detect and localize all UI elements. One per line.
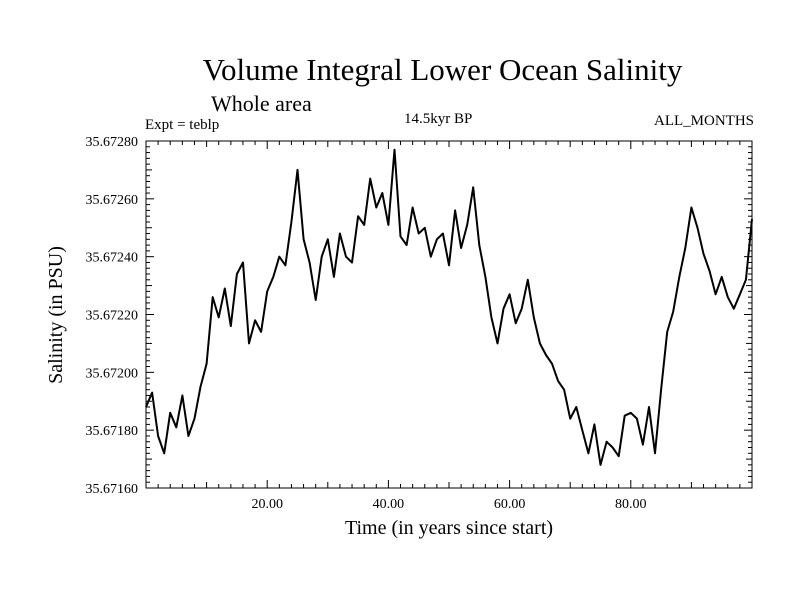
experiment-label: Expt = teblp <box>145 117 220 133</box>
y-tick-label: 35.67180 <box>86 424 139 439</box>
axis-tick-labels: 20.00 40.00 60.00 80.00 35.67160 35.67180 35.6… <box>86 135 647 512</box>
x-tick-label: 60.00 <box>494 497 526 512</box>
chart-subtitle: Whole area <box>211 91 312 116</box>
plot-frame <box>145 140 753 489</box>
period-label: 14.5kyr BP <box>404 111 473 127</box>
x-tick-label: 40.00 <box>373 497 405 512</box>
y-axis-label: Salinity (in PSU) <box>45 246 67 384</box>
axis-ticks <box>146 141 752 488</box>
x-tick-label: 20.00 <box>251 497 283 512</box>
chart-title: Volume Integral Lower Ocean Salinity <box>202 52 683 87</box>
y-tick-label: 35.67220 <box>86 309 139 324</box>
y-tick-label: 35.67260 <box>86 193 139 208</box>
salinity-series-line <box>145 148 753 466</box>
x-tick-label: 80.00 <box>615 497 647 512</box>
y-tick-label: 35.67280 <box>86 135 139 150</box>
x-axis-label: Time (in years since start) <box>345 517 553 539</box>
y-tick-label: 35.67200 <box>86 366 139 381</box>
months-label: ALL_MONTHS <box>654 113 754 129</box>
y-tick-label: 35.67240 <box>86 251 139 266</box>
y-tick-label: 35.67160 <box>86 482 139 497</box>
